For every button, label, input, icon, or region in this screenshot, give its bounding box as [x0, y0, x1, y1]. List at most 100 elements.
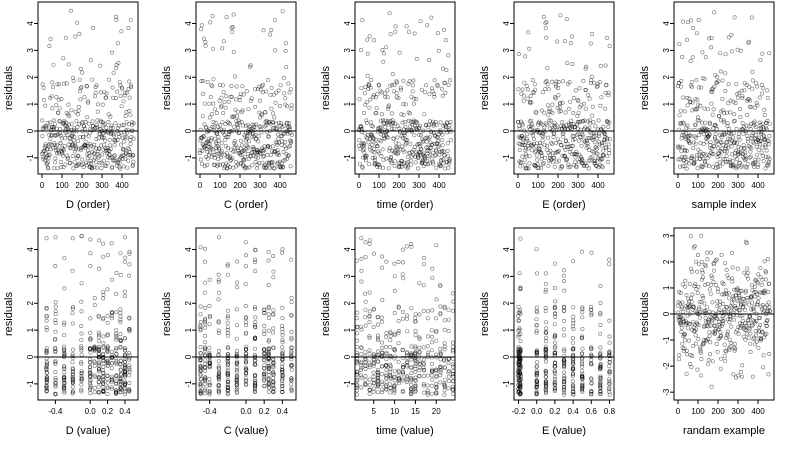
data-point — [253, 257, 258, 262]
data-point — [679, 136, 684, 141]
data-point — [689, 84, 694, 89]
data-point — [400, 376, 405, 381]
data-point — [41, 97, 46, 102]
data-point — [71, 166, 76, 171]
data-point — [755, 292, 760, 297]
data-point — [553, 82, 558, 87]
data-point — [730, 265, 735, 270]
data-point — [359, 279, 364, 284]
data-point — [562, 361, 567, 366]
data-point — [518, 390, 523, 395]
data-point — [240, 108, 245, 113]
data-point — [560, 153, 565, 158]
x-tick-label: 400 — [751, 407, 765, 416]
data-point — [728, 344, 733, 349]
data-point — [580, 381, 585, 386]
data-point — [198, 366, 203, 371]
data-point — [198, 138, 203, 143]
data-point — [127, 262, 132, 267]
data-point — [122, 387, 127, 392]
data-point — [598, 345, 603, 350]
data-point — [712, 323, 717, 328]
y-tick-label: 4 — [662, 21, 671, 26]
data-point — [281, 150, 286, 155]
data-point — [562, 347, 567, 352]
data-point — [413, 333, 418, 338]
data-point — [252, 306, 257, 311]
data-point — [55, 143, 60, 148]
data-point — [742, 301, 747, 306]
data-point — [442, 377, 447, 382]
data-point — [359, 346, 364, 351]
data-point — [252, 128, 257, 133]
data-point — [421, 255, 426, 260]
data-point — [367, 365, 372, 370]
data-point — [107, 153, 112, 158]
data-point — [683, 154, 688, 159]
data-point — [766, 300, 771, 305]
data-point — [53, 359, 58, 364]
data-point — [266, 373, 271, 378]
data-point — [403, 119, 408, 124]
data-point — [108, 114, 113, 119]
data-point — [118, 338, 123, 343]
data-point — [70, 311, 75, 316]
data-point — [701, 125, 706, 130]
data-point — [407, 150, 412, 155]
data-point — [406, 160, 411, 165]
data-point — [266, 250, 271, 255]
data-point — [723, 349, 728, 354]
data-point — [429, 369, 434, 374]
data-point — [64, 81, 69, 86]
data-point — [421, 365, 426, 370]
data-point — [262, 370, 267, 375]
data-point — [362, 146, 367, 151]
data-point — [198, 358, 203, 363]
data-point — [592, 80, 597, 85]
data-point — [685, 326, 690, 331]
data-point — [739, 165, 744, 170]
data-point — [267, 165, 272, 170]
data-point — [550, 110, 555, 115]
data-point — [543, 26, 548, 31]
y-tick-label: 3 — [502, 274, 511, 279]
data-point — [718, 139, 723, 144]
x-tick-label: 200 — [711, 407, 725, 416]
data-point — [122, 123, 127, 128]
data-point — [421, 367, 426, 372]
data-point — [722, 342, 727, 347]
data-point — [444, 124, 449, 129]
data-point — [701, 341, 706, 346]
data-point — [250, 163, 255, 168]
data-point — [677, 353, 682, 358]
data-point — [607, 120, 612, 125]
data-point — [114, 14, 119, 19]
data-point — [405, 166, 410, 171]
data-point — [359, 366, 364, 371]
data-point — [396, 373, 401, 378]
data-point — [725, 145, 730, 150]
data-point — [122, 93, 127, 98]
data-point — [534, 148, 539, 153]
data-point — [708, 340, 713, 345]
data-point — [430, 266, 435, 271]
data-point — [275, 148, 280, 153]
data-point — [552, 120, 557, 125]
data-point — [429, 340, 434, 345]
data-point — [531, 130, 536, 135]
data-point — [696, 133, 701, 138]
data-point — [388, 354, 393, 359]
data-point — [561, 363, 566, 368]
data-point — [389, 160, 394, 165]
data-point — [392, 388, 397, 393]
data-point — [368, 120, 373, 125]
data-point — [571, 318, 576, 323]
data-point — [693, 122, 698, 127]
data-point — [759, 290, 764, 295]
data-point — [266, 160, 271, 165]
data-point — [543, 359, 548, 364]
data-point — [759, 282, 764, 287]
